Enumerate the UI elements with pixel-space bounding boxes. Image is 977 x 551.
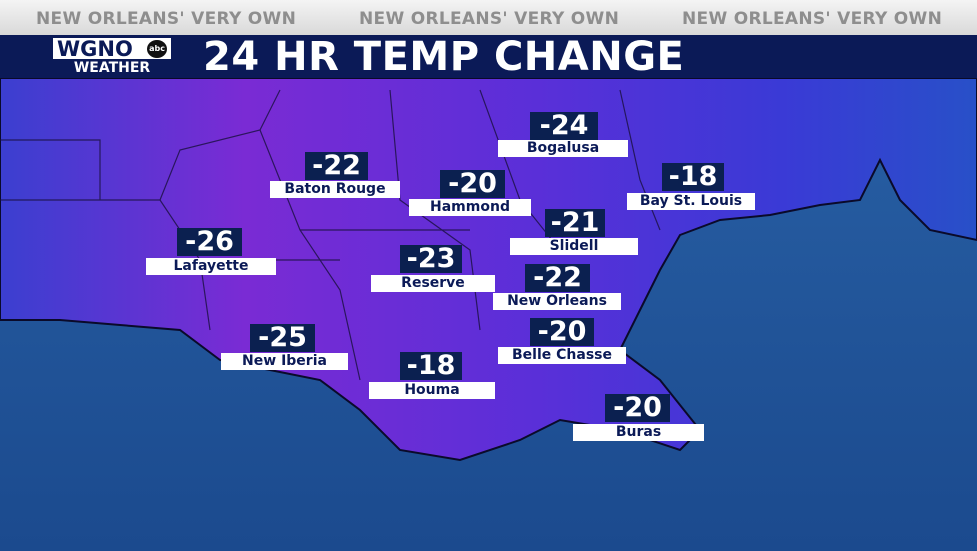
station-name: Baton Rouge (270, 181, 400, 198)
logo-network: abc (147, 40, 167, 58)
logo: WGNO abc WEATHER (52, 37, 172, 78)
station-name: Bay St. Louis (627, 193, 755, 210)
temp-change: -23 (400, 245, 462, 273)
station-name: Houma (369, 382, 495, 399)
temp-change: -22 (305, 152, 368, 180)
temp-change: -21 (545, 209, 605, 237)
temp-change: -24 (530, 112, 598, 140)
title: 24 HR TEMP CHANGE (203, 34, 685, 80)
station-name: Slidell (510, 238, 638, 255)
temp-change: -20 (605, 394, 670, 422)
temp-change: -18 (662, 163, 724, 191)
station-name: New Orleans (493, 293, 621, 310)
temp-change: -20 (440, 170, 505, 198)
temp-change: -20 (530, 318, 594, 346)
station-name: Bogalusa (498, 140, 628, 157)
station-name: Hammond (409, 199, 531, 216)
temp-change: -25 (250, 324, 315, 352)
tagline-bar: NEW ORLEANS' VERY OWN NEW ORLEANS' VERY … (0, 0, 977, 35)
tagline: NEW ORLEANS' VERY OWN (359, 9, 620, 29)
logo-sub: WEATHER (53, 59, 171, 77)
station-name: Belle Chasse (498, 347, 626, 364)
tagline: NEW ORLEANS' VERY OWN (36, 9, 297, 29)
temp-change: -22 (525, 264, 590, 292)
logo-station: WGNO (57, 37, 133, 61)
temp-change: -26 (177, 228, 242, 256)
station-name: Lafayette (146, 258, 276, 275)
tagline: NEW ORLEANS' VERY OWN (682, 9, 943, 29)
station-name: New Iberia (221, 353, 348, 370)
station-name: Reserve (371, 275, 495, 292)
station-name: Buras (573, 424, 704, 441)
temp-change: -18 (400, 352, 462, 380)
